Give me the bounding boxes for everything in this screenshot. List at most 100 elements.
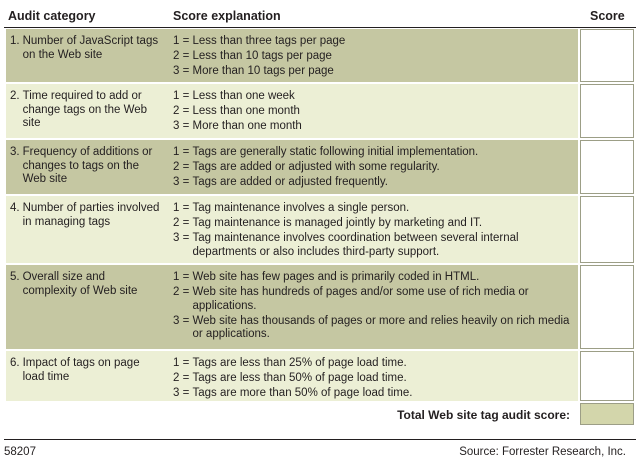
item-key: 1 = <box>173 357 193 369</box>
row-explanation: 1 = Less than three tags per page 2 = Le… <box>173 35 573 80</box>
item-key: 3 = <box>173 314 193 327</box>
row-number: 6. <box>10 357 20 369</box>
footer-divider <box>4 439 636 440</box>
item-text: Less than one week <box>192 90 295 102</box>
header-divider <box>4 27 636 28</box>
item-key: 2 = <box>173 217 193 229</box>
explanation-item: 2 = Less than one month <box>173 105 573 119</box>
item-key: 3 = <box>173 232 193 244</box>
table-row: 1. Number of JavaScript tags on the Web … <box>6 29 636 82</box>
item-key: 1 = <box>173 146 193 158</box>
item-text: Less than 10 tags per page <box>192 50 332 62</box>
item-key: 2 = <box>173 372 193 384</box>
explanation-item: 2 = Tags are less than 50% of page load … <box>173 372 573 386</box>
item-text: More than one month <box>192 120 302 132</box>
explanation-item: 2 = Tag maintenance is managed jointly b… <box>173 217 573 231</box>
row-category-text: Number of JavaScript tags on the Web sit… <box>22 35 159 61</box>
explanation-item: 3 = Tag maintenance involves coordinatio… <box>173 232 573 259</box>
row-number: 4. <box>10 202 20 214</box>
explanation-item: 1 = Web site has few pages and is primar… <box>173 271 573 285</box>
item-text: Tags are less than 50% of page load time… <box>192 372 407 384</box>
total-score-label: Total Web site tag audit score: <box>397 408 570 422</box>
item-text: Tag maintenance involves a single person… <box>192 202 410 214</box>
item-text: Tag maintenance involves coordination be… <box>192 232 519 258</box>
row-category-text: Time required to add or change tags on t… <box>22 90 148 129</box>
explanation-item: 1 = Tag maintenance involves a single pe… <box>173 202 573 216</box>
source-credit: Source: Forrester Research, Inc. <box>459 446 626 458</box>
table-row: 2. Time required to add or change tags o… <box>6 84 636 138</box>
explanation-item: 2 = Web site has hundreds of pages and/o… <box>173 286 573 313</box>
figure-id: 58207 <box>4 446 36 458</box>
row-number: 2. <box>10 90 20 102</box>
row-explanation: 1 = Less than one week 2 = Less than one… <box>173 90 573 135</box>
item-text: Less than one month <box>192 105 300 117</box>
item-key: 2 = <box>173 161 193 173</box>
item-key: 3 = <box>173 120 193 132</box>
explanation-item: 1 = Tags are generally static following … <box>173 146 573 160</box>
item-text: Web site has hundreds of pages and/or so… <box>192 286 529 312</box>
row-category: 3. Frequency of additions or changes to … <box>10 146 162 187</box>
row-explanation: 1 = Tags are less than 25% of page load … <box>173 357 573 402</box>
row-category: 4. Number of parties involved in managin… <box>10 202 162 229</box>
item-key: 2 = <box>173 50 193 62</box>
table-row: 6. Impact of tags on page load time 1 = … <box>6 351 636 401</box>
explanation-item: 1 = Less than three tags per page <box>173 35 573 49</box>
explanation-item: 3 = Web site has thousands of pages or m… <box>173 315 573 342</box>
item-key: 2 = <box>173 105 193 117</box>
item-key: 1 = <box>173 35 193 47</box>
explanation-item: 3 = Tags are added or adjusted frequentl… <box>173 176 573 190</box>
table-row: 5. Overall size and complexity of Web si… <box>6 265 636 349</box>
table-row: 4. Number of parties involved in managin… <box>6 196 636 263</box>
total-score-box[interactable] <box>580 403 634 425</box>
row-category: 2. Time required to add or change tags o… <box>10 90 162 131</box>
row-category-text: Impact of tags on page load time <box>22 357 140 383</box>
item-key: 3 = <box>173 176 193 188</box>
row-band <box>6 140 578 194</box>
explanation-item: 2 = Tags are added or adjusted with some… <box>173 161 573 175</box>
explanation-item: 2 = Less than 10 tags per page <box>173 50 573 64</box>
explanation-item: 1 = Less than one week <box>173 90 573 104</box>
row-category: 6. Impact of tags on page load time <box>10 357 162 384</box>
score-input-box[interactable] <box>580 196 634 263</box>
item-key: 3 = <box>173 387 193 399</box>
item-key: 3 = <box>173 65 193 77</box>
row-category-text: Frequency of additions or changes to tag… <box>22 146 153 185</box>
item-key: 1 = <box>173 90 193 102</box>
item-text: Tags are added or adjusted with some reg… <box>192 161 440 173</box>
row-explanation: 1 = Tag maintenance involves a single pe… <box>173 202 573 261</box>
header-score-explanation: Score explanation <box>173 9 281 23</box>
explanation-item: 3 = Tags are more than 50% of page load … <box>173 387 573 401</box>
row-category-text: Overall size and complexity of Web site <box>22 271 138 297</box>
row-number: 3. <box>10 146 20 158</box>
score-input-box[interactable] <box>580 140 634 194</box>
row-band <box>6 196 578 263</box>
score-input-box[interactable] <box>580 265 634 349</box>
item-text: Tags are less than 25% of page load time… <box>192 357 407 369</box>
header-audit-category: Audit category <box>8 9 96 23</box>
table-row: 3. Frequency of additions or changes to … <box>6 140 636 194</box>
explanation-item: 3 = More than one month <box>173 120 573 134</box>
row-number: 5. <box>10 271 20 283</box>
row-band <box>6 29 578 82</box>
score-input-box[interactable] <box>580 84 634 138</box>
item-key: 2 = <box>173 286 193 298</box>
item-text: Web site has thousands of pages or more … <box>192 314 570 341</box>
row-band <box>6 351 578 401</box>
explanation-item: 3 = More than 10 tags per page <box>173 65 573 79</box>
item-key: 1 = <box>173 202 193 214</box>
item-text: Tag maintenance is managed jointly by ma… <box>192 217 483 229</box>
row-category: 5. Overall size and complexity of Web si… <box>10 271 162 298</box>
item-text: Tags are more than 50% of page load time… <box>192 387 413 399</box>
row-band <box>6 84 578 138</box>
row-explanation: 1 = Web site has few pages and is primar… <box>173 271 573 343</box>
explanation-item: 1 = Tags are less than 25% of page load … <box>173 357 573 371</box>
score-input-box[interactable] <box>580 29 634 82</box>
score-input-box[interactable] <box>580 351 634 401</box>
row-category: 1. Number of JavaScript tags on the Web … <box>10 35 162 62</box>
header-score: Score <box>590 9 625 23</box>
item-text: Tags are generally static following init… <box>192 146 479 158</box>
row-band <box>6 265 578 349</box>
item-text: Less than three tags per page <box>192 35 346 47</box>
item-text: Tags are added or adjusted frequently. <box>192 176 388 188</box>
item-text: More than 10 tags per page <box>192 65 334 77</box>
